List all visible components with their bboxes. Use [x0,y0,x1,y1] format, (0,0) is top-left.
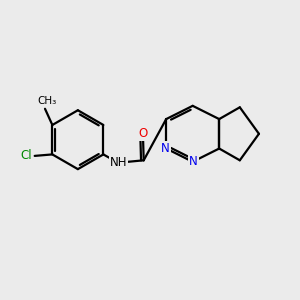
Text: Cl: Cl [21,149,32,162]
Text: N: N [189,155,198,168]
Text: N: N [161,142,170,155]
Text: NH: NH [110,156,128,169]
Text: O: O [139,127,148,140]
Text: CH₃: CH₃ [38,96,57,106]
